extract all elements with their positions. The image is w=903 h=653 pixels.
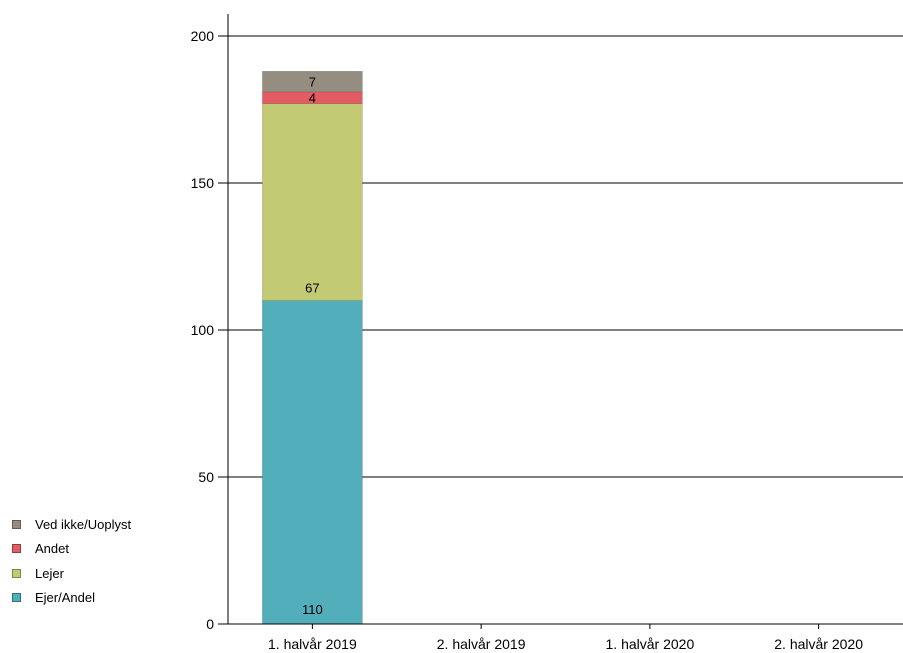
legend-item: Andet xyxy=(12,537,131,562)
legend-swatch xyxy=(12,568,21,578)
bar-segment-lejer xyxy=(262,103,363,301)
data-label: 7 xyxy=(309,75,316,90)
data-labels: 110 67 47 xyxy=(302,75,323,617)
y-tick-label: 100 xyxy=(191,322,215,338)
legend-swatch xyxy=(12,593,21,603)
legend-swatch xyxy=(12,544,21,554)
data-label: 67 xyxy=(305,281,319,296)
legend-item: Lejer xyxy=(12,561,131,586)
x-tick-label: 1. halvår 2019 xyxy=(268,636,357,652)
legend: Ved ikke/Uoplyst Andet Lejer Ejer/Andel xyxy=(12,512,131,610)
legend-swatch xyxy=(12,519,21,529)
bars xyxy=(262,71,363,625)
legend-item: Ejer/Andel xyxy=(12,586,131,611)
legend-label: Lejer xyxy=(35,565,64,581)
y-tick-label: 150 xyxy=(191,175,215,191)
data-label: 4 xyxy=(309,91,316,106)
x-tick-label: 1. halvår 2020 xyxy=(606,636,695,652)
bar-segment-ved-ikke-uoplyst xyxy=(262,71,363,93)
legend-item: Ved ikke/Uoplyst xyxy=(12,512,131,537)
y-tick-label: 50 xyxy=(198,469,214,485)
legend-label: Andet xyxy=(35,541,69,557)
data-label: 110 xyxy=(302,602,323,617)
axes xyxy=(218,14,903,629)
legend-label: Ejer/Andel xyxy=(35,590,95,606)
y-tick-label: 200 xyxy=(191,28,215,44)
y-tick-labels: 0 50 100 150 200 xyxy=(191,28,215,632)
x-tick-label: 2. halvår 2020 xyxy=(774,636,863,652)
legend-label: Ved ikke/Uoplyst xyxy=(35,516,132,532)
bar-segment-ejer-andel xyxy=(262,300,363,625)
x-tick-labels: 1. halvår 2019 2. halvår 2019 1. halvår 20… xyxy=(268,636,863,652)
y-tick-label: 0 xyxy=(206,616,214,632)
x-tick-label: 2. halvår 2019 xyxy=(437,636,526,652)
